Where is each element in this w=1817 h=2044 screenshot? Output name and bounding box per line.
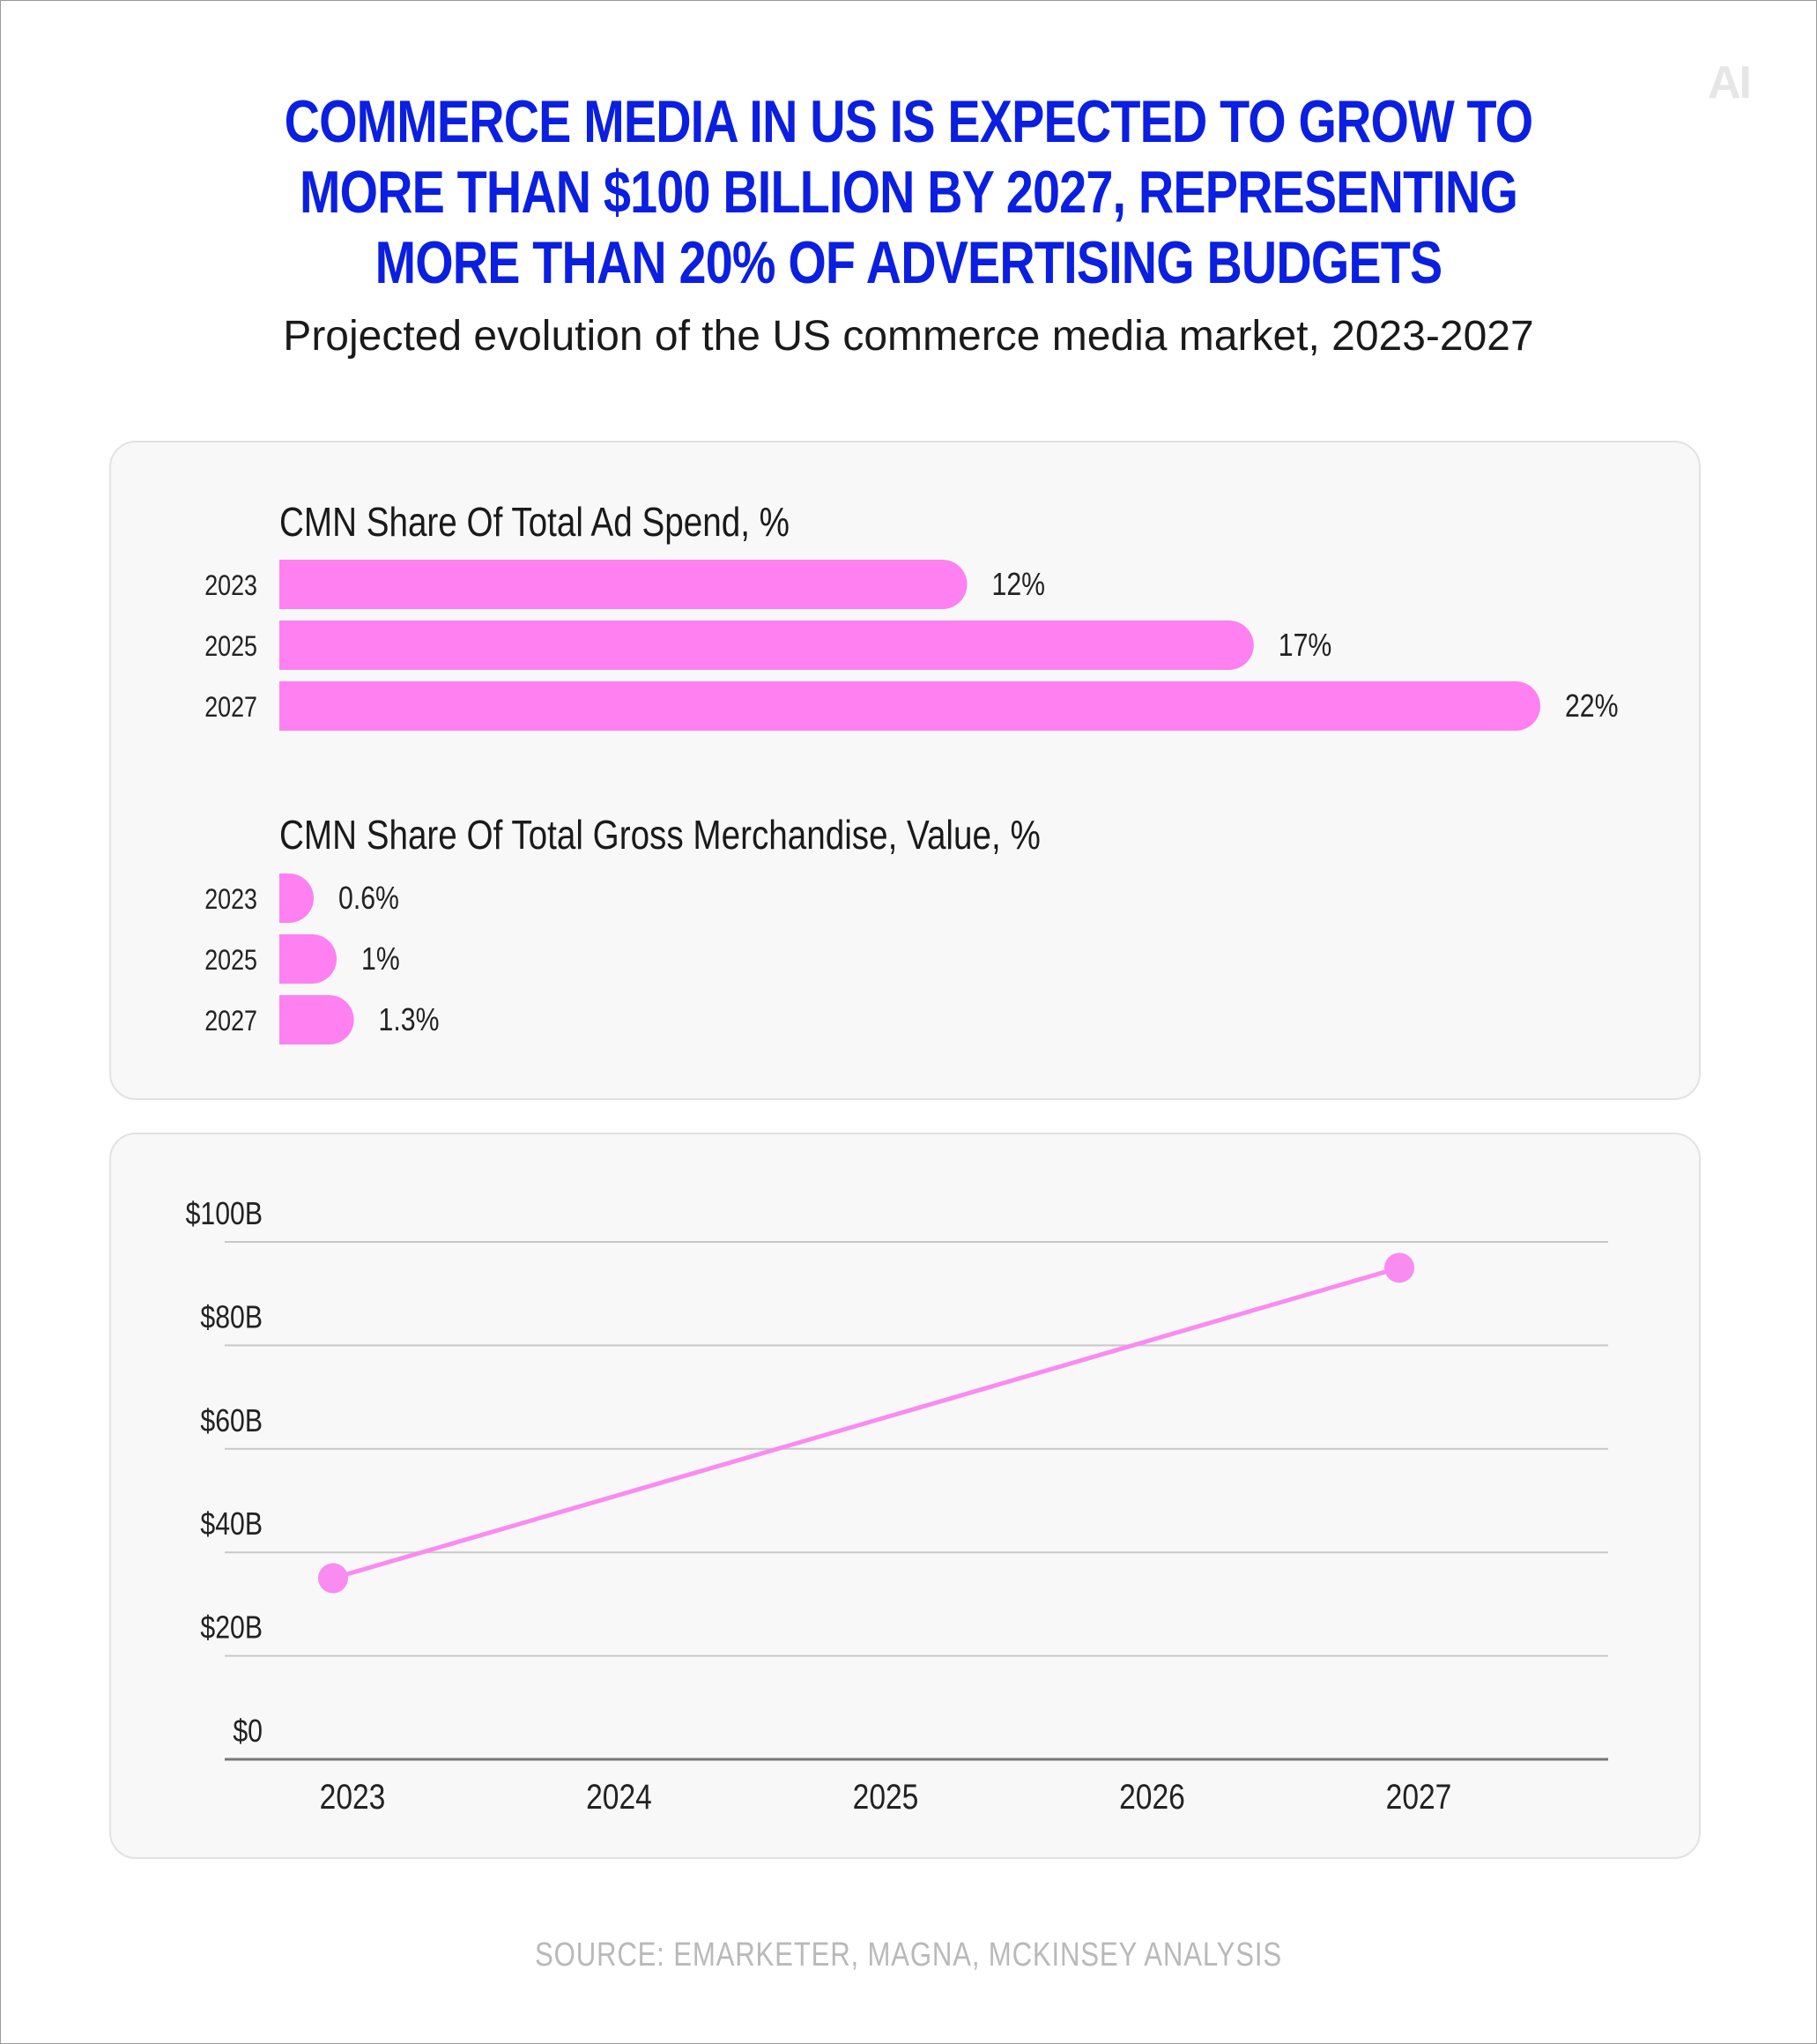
bar-category-label-gmv-2025: 2025	[204, 945, 257, 977]
page-subtitle: Projected evolution of the US commerce m…	[283, 313, 1534, 360]
bar-category-label-ad-spend-2023: 2023	[204, 570, 257, 602]
bar-value-label-gmv-2025: 1%	[361, 942, 400, 977]
x-tick-label-2025: 2025	[853, 1777, 919, 1816]
brand-logo: AI	[1708, 57, 1752, 108]
bar-value-label-ad-spend-2025: 17%	[1279, 628, 1332, 664]
y-tick-label-0: $0	[233, 1714, 263, 1750]
x-tick-label-2024: 2024	[586, 1777, 652, 1816]
line-chart-card	[109, 1133, 1701, 1859]
bar-charts-card	[109, 441, 1701, 1100]
bar-ad-spend-2027	[279, 681, 1540, 731]
bar-gmv-2025	[279, 934, 337, 984]
chart-title-gmv: CMN Share Of Total Gross Merchandise, Va…	[279, 813, 1041, 858]
bar-value-label-ad-spend-2023: 12%	[992, 568, 1046, 603]
chart-title-ad-spend: CMN Share Of Total Ad Spend, %	[279, 500, 790, 545]
line-point-2027	[1384, 1252, 1414, 1283]
bar-ad-spend-2025	[279, 621, 1254, 670]
source-note: SOURCE: EMARKETER, MAGNA, MCKINSEY ANALY…	[535, 1936, 1282, 1973]
line-point-2023	[318, 1563, 348, 1594]
bar-ad-spend-2023	[279, 560, 968, 609]
y-tick-label-40: $40B	[200, 1507, 263, 1542]
bar-category-label-gmv-2023: 2023	[204, 884, 257, 916]
x-tick-label-2026: 2026	[1119, 1777, 1185, 1816]
y-tick-label-60: $60B	[200, 1403, 263, 1438]
y-tick-label-80: $80B	[200, 1300, 263, 1335]
bar-value-label-gmv-2027: 1.3%	[379, 1003, 440, 1038]
y-tick-label-20: $20B	[200, 1610, 263, 1646]
line-series-0	[332, 1265, 1400, 1580]
bar-category-label-ad-spend-2025: 2025	[204, 631, 257, 663]
y-tick-label-100: $100B	[186, 1197, 263, 1232]
x-tick-label-2027: 2027	[1386, 1777, 1452, 1816]
bar-value-label-ad-spend-2027: 22%	[1565, 689, 1619, 725]
bar-value-label-gmv-2023: 0.6%	[338, 881, 399, 917]
x-tick-label-2023: 2023	[320, 1777, 386, 1816]
bar-gmv-2027	[279, 995, 354, 1044]
bar-category-label-ad-spend-2027: 2027	[204, 692, 257, 724]
bar-gmv-2023	[279, 873, 315, 923]
page-title: Commerce media in US is expected to grow…	[284, 88, 1533, 296]
bar-category-label-gmv-2027: 2027	[204, 1006, 257, 1037]
